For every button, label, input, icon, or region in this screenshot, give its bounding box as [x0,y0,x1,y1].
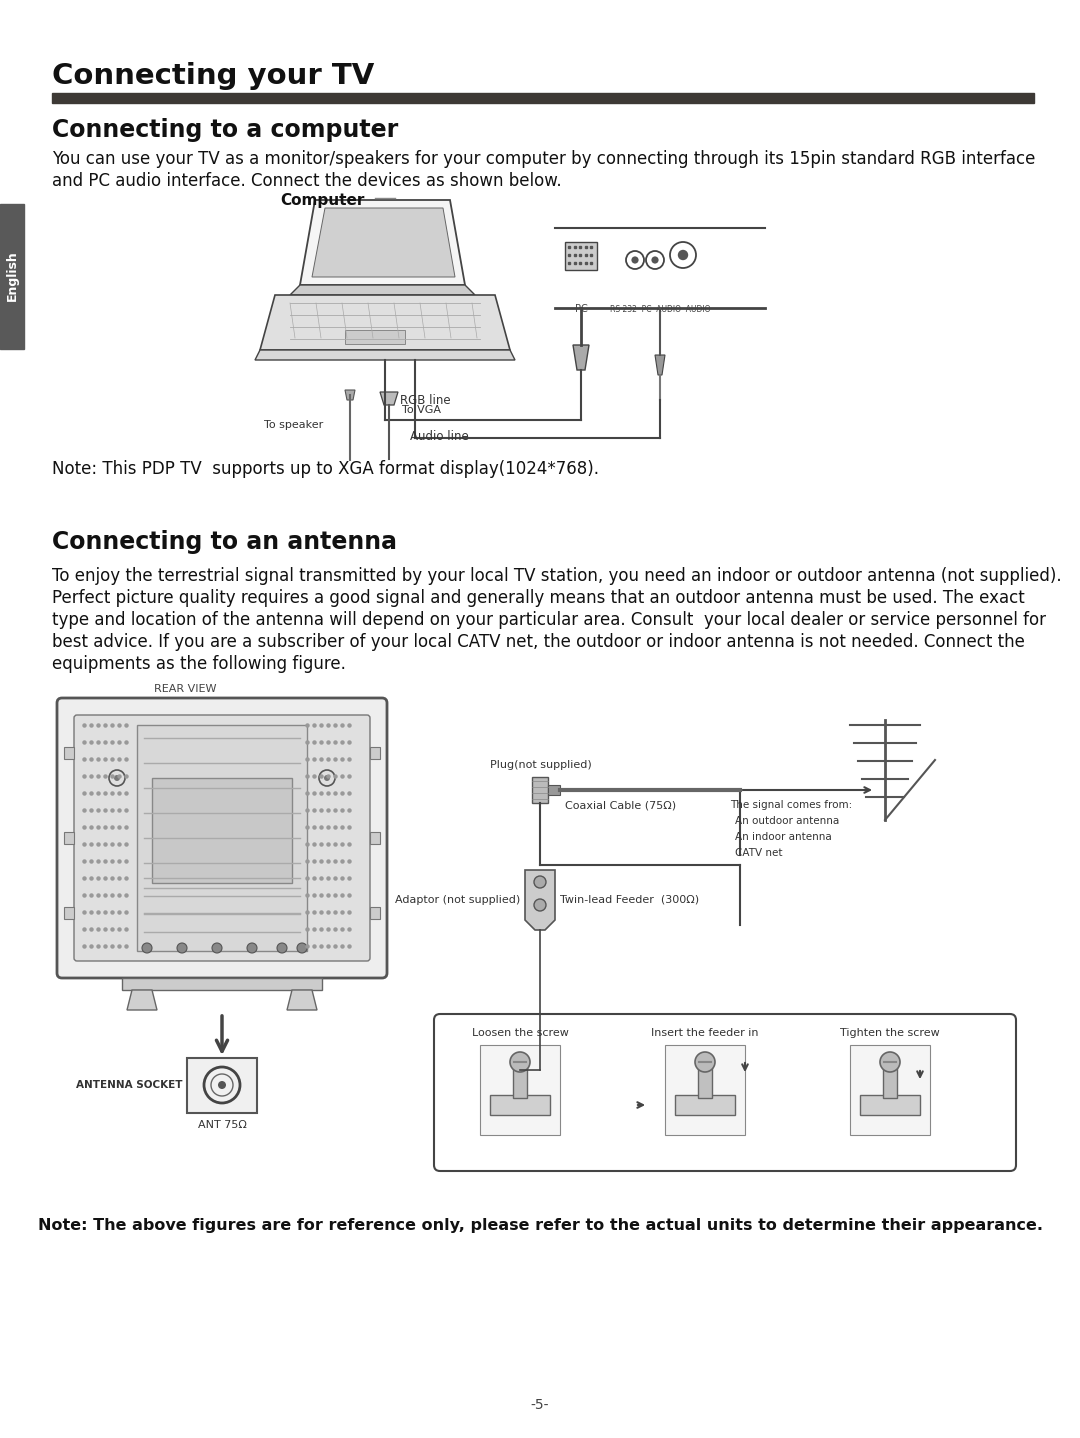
Text: CATV net: CATV net [735,848,783,858]
Text: Insert the feeder in: Insert the feeder in [651,1028,759,1038]
Text: Twin-lead Feeder  (300Ω): Twin-lead Feeder (300Ω) [561,894,699,905]
Bar [187,1058,257,1113]
Circle shape [324,775,330,781]
Circle shape [534,899,546,912]
Circle shape [534,876,546,889]
Bar [370,907,380,919]
Text: Audio line: Audio line [410,430,469,443]
Polygon shape [255,349,515,360]
Circle shape [212,943,222,953]
Polygon shape [548,785,561,795]
FancyBboxPatch shape [434,1014,1016,1171]
Bar [0,204,24,349]
Bar [665,1045,745,1135]
Polygon shape [532,777,548,802]
Polygon shape [287,989,318,1009]
FancyBboxPatch shape [57,697,387,978]
Text: RGB line: RGB line [400,394,450,407]
Bar [860,1094,920,1114]
Text: To VGA: To VGA [402,406,441,416]
Text: An outdoor antenna: An outdoor antenna [735,815,839,825]
Text: REAR VIEW: REAR VIEW [153,684,216,695]
Text: To enjoy the terrestrial signal transmitted by your local TV station, you need a: To enjoy the terrestrial signal transmit… [52,567,1062,585]
Circle shape [247,943,257,953]
Circle shape [114,775,120,781]
Text: PC: PC [575,303,588,313]
Text: English: English [5,250,18,302]
Polygon shape [312,209,455,278]
Polygon shape [525,870,555,930]
Text: An indoor antenna: An indoor antenna [735,833,832,843]
Bar [64,907,75,919]
Text: type and location of the antenna will depend on your particular area. Consult  y: type and location of the antenna will de… [52,611,1047,628]
FancyBboxPatch shape [75,715,370,961]
Polygon shape [291,285,475,295]
Bar [698,1060,712,1099]
Bar [370,746,380,759]
Circle shape [297,943,307,953]
Text: Tighten the screw: Tighten the screw [840,1028,940,1038]
Polygon shape [260,295,510,349]
Text: -5-: -5- [530,1398,550,1412]
Bar [850,1045,930,1135]
Circle shape [177,943,187,953]
Polygon shape [573,345,589,370]
Circle shape [651,256,659,263]
Text: equipments as the following figure.: equipments as the following figure. [52,654,346,673]
Text: To speaker: To speaker [264,420,323,430]
Text: Coaxial Cable (75Ω): Coaxial Cable (75Ω) [565,800,676,810]
Circle shape [696,1053,715,1071]
Bar [137,725,307,951]
Bar [122,978,322,989]
Text: Note: This PDP TV  supports up to XGA format display(1024*768).: Note: This PDP TV supports up to XGA for… [52,460,599,477]
Bar [64,746,75,759]
Text: RS 232  PC  AUDIO  AUDIO: RS 232 PC AUDIO AUDIO [610,305,711,313]
Bar [490,1094,550,1114]
Circle shape [218,1081,226,1089]
Text: Adaptor (not supplied): Adaptor (not supplied) [395,894,519,905]
Circle shape [141,943,152,953]
Bar [370,833,380,844]
Bar [883,1060,897,1099]
Text: Loosen the screw: Loosen the screw [472,1028,568,1038]
Text: You can use your TV as a monitor/speakers for your computer by connecting throug: You can use your TV as a monitor/speaker… [52,150,1036,168]
Text: Plug(not supplied): Plug(not supplied) [490,761,592,769]
Polygon shape [654,355,665,375]
Bar [64,833,75,844]
Text: Note: The above figures are for reference only, please refer to the actual units: Note: The above figures are for referenc… [38,1218,1042,1232]
Text: Computer: Computer [280,193,364,209]
Bar [565,242,597,270]
Polygon shape [300,200,465,285]
Text: and PC audio interface. Connect the devices as shown below.: and PC audio interface. Connect the devi… [52,173,562,190]
Circle shape [632,256,638,263]
Bar [480,1045,561,1135]
Circle shape [678,250,688,260]
Circle shape [510,1053,530,1071]
Bar [513,1060,527,1099]
Bar [345,329,405,344]
Text: Connecting your TV: Connecting your TV [52,62,375,91]
Bar [152,778,292,883]
Text: ANTENNA SOCKET: ANTENNA SOCKET [76,1080,183,1090]
Text: Perfect picture quality requires a good signal and generally means that an outdo: Perfect picture quality requires a good … [52,590,1025,607]
Text: Connecting to an antenna: Connecting to an antenna [52,531,397,554]
Polygon shape [127,989,157,1009]
Polygon shape [345,390,355,400]
Text: The signal comes from:: The signal comes from: [730,800,852,810]
Bar [675,1094,735,1114]
Text: Connecting to a computer: Connecting to a computer [52,118,399,142]
Text: best advice. If you are a subscriber of your local CATV net, the outdoor or indo: best advice. If you are a subscriber of … [52,633,1025,651]
Text: ANT 75Ω: ANT 75Ω [198,1120,246,1130]
Bar [52,93,1034,104]
Circle shape [880,1053,900,1071]
Circle shape [276,943,287,953]
Polygon shape [380,393,399,406]
